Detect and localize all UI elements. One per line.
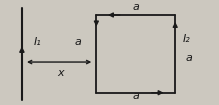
Text: I₂: I₂ <box>183 33 191 43</box>
Text: a: a <box>132 2 139 12</box>
Text: x: x <box>57 68 64 78</box>
Text: a: a <box>185 53 192 63</box>
Text: a: a <box>132 91 139 101</box>
Text: I₁: I₁ <box>34 37 42 47</box>
Text: a: a <box>74 37 81 47</box>
